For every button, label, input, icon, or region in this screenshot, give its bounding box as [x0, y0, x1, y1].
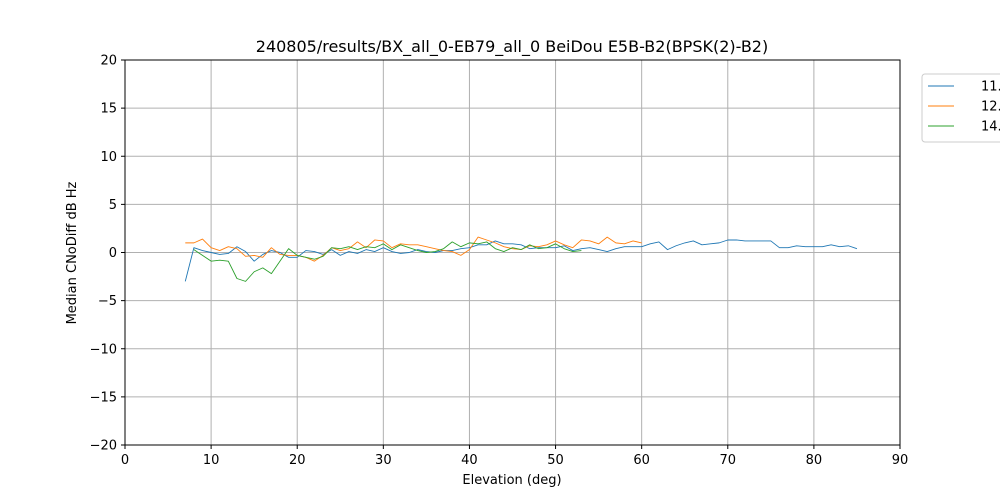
legend-label: 14.0 [981, 120, 1000, 135]
x-tick-label: 40 [461, 453, 478, 468]
y-tick-label: −10 [90, 342, 117, 357]
y-axis-label: Median CNoDiff dB Hz [65, 181, 80, 324]
y-tick-label: 0 [109, 246, 117, 261]
x-tick-label: 90 [892, 453, 909, 468]
series-line-1 [184, 239, 858, 282]
y-tick-label: −5 [98, 294, 117, 309]
x-tick-label: 10 [203, 453, 220, 468]
legend-box [921, 73, 1000, 143]
x-tick-label: 80 [806, 453, 823, 468]
series-line-3 [193, 241, 582, 282]
x-tick-label: 70 [720, 453, 737, 468]
legend-label: 11.0 [981, 80, 1000, 95]
legend: 11.0 12.0 14.0 [921, 73, 1000, 143]
y-tick-label: 20 [100, 54, 117, 69]
y-tick-label: −20 [90, 439, 117, 454]
y-axis-ticks: −20 −15 −10 −5 0 5 10 15 20 [90, 54, 125, 454]
x-tick-label: 20 [289, 453, 306, 468]
y-tick-label: −15 [90, 390, 117, 405]
x-tick-label: 30 [375, 453, 392, 468]
x-axis-label: Elevation (deg) [462, 473, 561, 488]
y-tick-label: 10 [100, 150, 117, 165]
series-lines [184, 236, 858, 282]
x-tick-label: 0 [121, 453, 129, 468]
legend-label: 12.0 [981, 100, 1000, 115]
chart-title: 240805/results/BX_all_0-EB79_all_0 BeiDo… [256, 37, 768, 57]
y-tick-label: 15 [100, 102, 117, 117]
x-tick-label: 60 [633, 453, 650, 468]
y-tick-label: 5 [109, 198, 117, 213]
x-axis-ticks: 0 10 20 30 40 50 60 70 80 90 [121, 445, 908, 468]
x-tick-label: 50 [547, 453, 564, 468]
series-line-2 [185, 236, 642, 262]
